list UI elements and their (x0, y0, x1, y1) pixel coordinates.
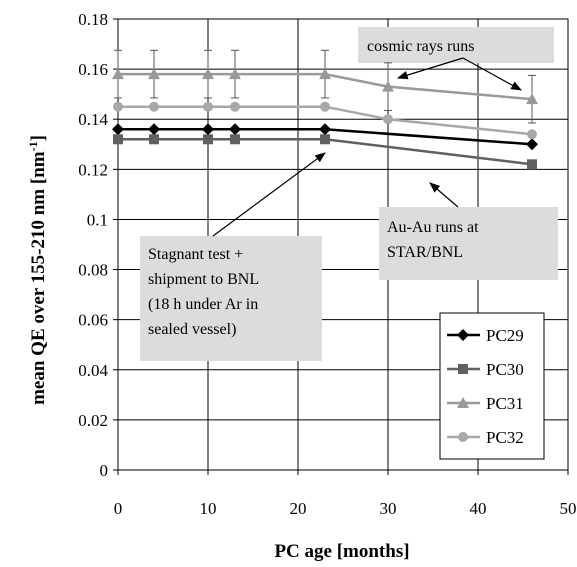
y-axis-title-sup: -1 (26, 141, 40, 151)
y-tick-label: 0.06 (78, 311, 108, 330)
auau-arrow (429, 182, 459, 208)
data-point-PC30 (527, 159, 537, 170)
annotation-arrows (212, 57, 522, 237)
y-tick-label: 0.12 (78, 160, 108, 179)
annotation-line-auau: STAR/BNL (387, 244, 463, 261)
data-point-PC31 (229, 68, 241, 80)
cosmic-arrow-left (396, 57, 464, 80)
y-tick-label: 0.02 (78, 411, 108, 430)
y-tick-label: 0.16 (78, 60, 108, 79)
x-tick-label: 0 (114, 499, 123, 518)
x-tick-label: 50 (560, 499, 577, 518)
data-point-PC31 (382, 80, 394, 92)
y-tick-label: 0.04 (78, 361, 108, 380)
annotation-box-auau (379, 207, 558, 280)
y-axis-title: mean QE over 155-210 nm [nm-1] (26, 135, 49, 405)
series-PC30 (113, 134, 537, 170)
legend-entry-PC31: PC31 (447, 394, 524, 413)
data-point-PC30 (113, 134, 123, 145)
data-point-PC29 (202, 123, 214, 136)
data-point-PC31 (319, 68, 331, 80)
legend-label: PC29 (486, 326, 524, 345)
data-point-PC29 (319, 123, 331, 136)
data-point-PC29 (229, 123, 241, 136)
legend-marker (458, 364, 468, 374)
legend-entry-PC29: PC29 (447, 326, 524, 345)
stagnant-arrow (212, 152, 326, 237)
data-point-PC29 (526, 138, 538, 151)
data-point-PC32 (527, 129, 537, 140)
plot-frame (117, 18, 569, 471)
annotation-boxes (140, 27, 558, 361)
annotation-line-auau: Au-Au runs at (387, 219, 479, 236)
data-point-PC30 (149, 134, 159, 145)
legend-label: PC30 (486, 360, 524, 379)
data-point-PC31 (112, 68, 124, 80)
legend: PC29 PC30 PC31 PC32 (439, 312, 545, 460)
annotation-box-stagnant (140, 236, 322, 361)
data-series (112, 49, 538, 170)
annotation-line-stagnant: sealed vessel) (148, 321, 236, 338)
y-axis-title-end: ] (28, 135, 49, 141)
x-tick-label: 40 (470, 499, 487, 518)
tick-labels: 0 0.02 0.04 0.06 0.08 0.1 0.12 0.14 0.16 0.18 0 10 2… (78, 10, 576, 518)
data-point-PC29 (148, 123, 160, 136)
series-PC31 (112, 49, 538, 124)
annotation-texts: cosmic rays runs Au-Au runs at STAR/BNL Sta… (148, 38, 479, 338)
data-point-PC30 (203, 134, 213, 145)
x-tick-label: 10 (200, 499, 217, 518)
legend-label: PC31 (486, 394, 524, 413)
x-tick-label: 20 (290, 499, 307, 518)
annotation-line-stagnant: shipment to BNL (148, 271, 259, 288)
series-line-PC30 (118, 138, 533, 166)
data-point-PC32 (320, 101, 330, 112)
annotation-line-stagnant: (18 h under Ar in (148, 296, 258, 313)
legend-marker (457, 329, 469, 341)
legend-marker (458, 432, 468, 442)
x-axis-title: PC age [months] (274, 541, 409, 562)
data-point-PC31 (148, 68, 160, 80)
y-tick-label: 0 (100, 461, 109, 480)
legend-label: PC32 (486, 428, 524, 447)
y-tick-label: 0.1 (87, 210, 108, 229)
y-axis-title-main: mean QE over 155-210 nm [nm (28, 151, 49, 405)
legend-entry-PC32: PC32 (447, 428, 524, 447)
annotation-box-cosmic (358, 27, 554, 63)
data-point-PC32 (230, 101, 240, 112)
legend-marker (457, 397, 469, 408)
x-tick-label: 30 (380, 499, 397, 518)
data-point-PC30 (230, 134, 240, 145)
annotation-line-cosmic: cosmic rays runs (367, 38, 475, 55)
data-point-PC32 (203, 101, 213, 112)
data-point-PC32 (383, 114, 393, 125)
annotation-line-stagnant: Stagnant test + (148, 246, 243, 263)
y-tick-label: 0.14 (78, 110, 108, 129)
y-tick-label: 0.08 (78, 261, 108, 280)
series-PC29 (112, 123, 538, 151)
data-point-PC32 (113, 101, 123, 112)
series-PC32 (113, 101, 537, 140)
cosmic-arrow-right (462, 57, 522, 91)
data-point-PC32 (149, 101, 159, 112)
data-point-PC30 (320, 134, 330, 145)
legend-entry-PC30: PC30 (447, 360, 524, 379)
y-tick-label: 0.18 (78, 10, 108, 29)
data-point-PC31 (202, 68, 214, 80)
legend-box (439, 312, 545, 460)
data-point-PC31 (526, 93, 538, 105)
data-point-PC29 (112, 123, 124, 136)
